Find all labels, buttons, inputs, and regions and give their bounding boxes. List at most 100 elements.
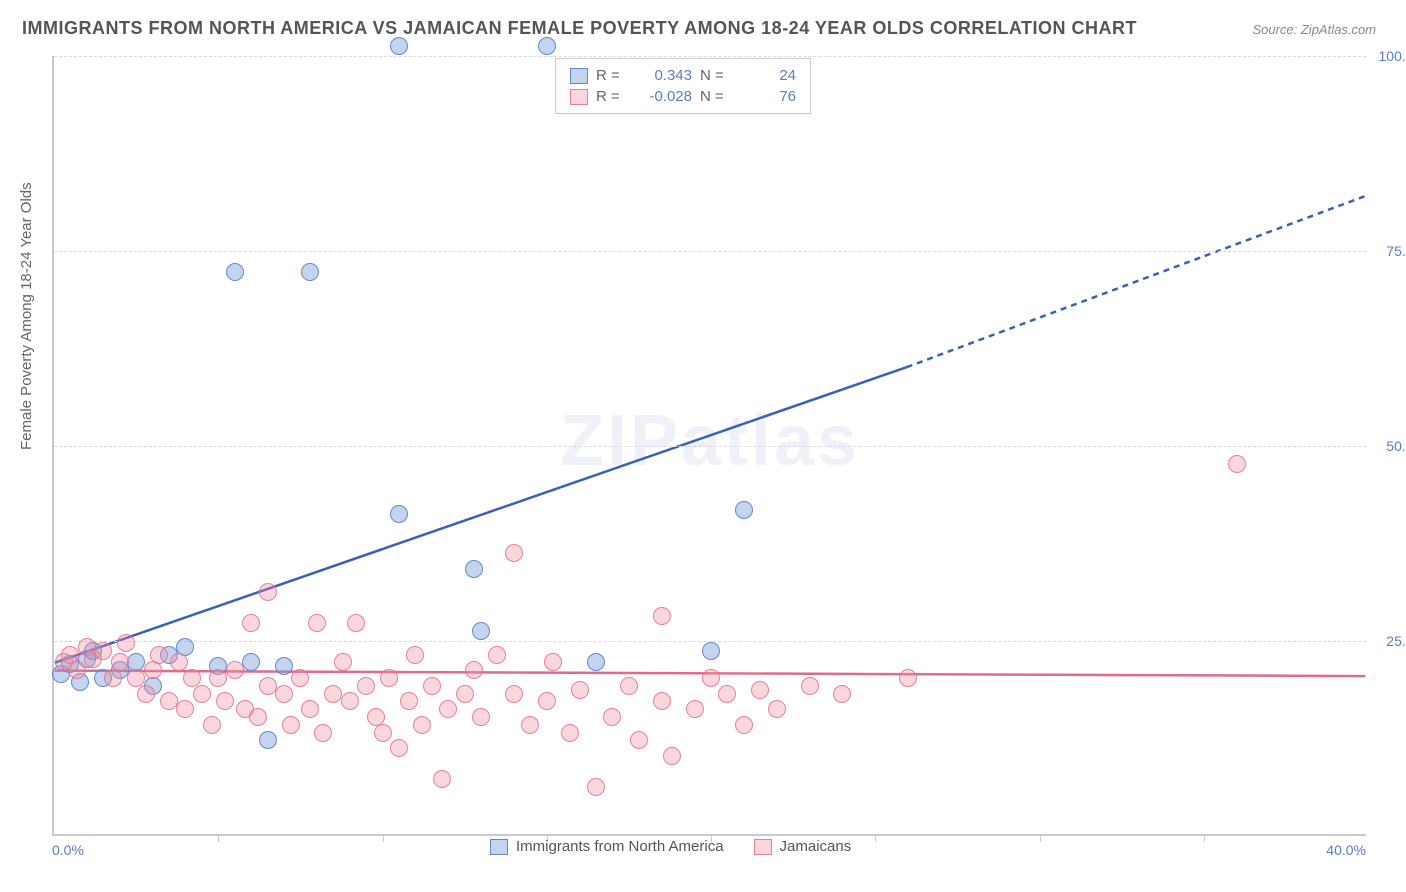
- data-point: [472, 708, 490, 726]
- y-axis-label: Female Poverty Among 18-24 Year Olds: [18, 182, 35, 450]
- y-tick-label: 100.0%: [1371, 48, 1406, 64]
- data-point: [630, 731, 648, 749]
- data-point: [203, 716, 221, 734]
- data-point: [544, 653, 562, 671]
- data-point: [144, 661, 162, 679]
- data-point: [275, 685, 293, 703]
- gridline: [54, 251, 1366, 252]
- y-tick-label: 25.0%: [1371, 633, 1406, 649]
- data-point: [521, 716, 539, 734]
- r-label: R =: [596, 67, 624, 84]
- data-point: [663, 747, 681, 765]
- data-point: [718, 685, 736, 703]
- gridline: [54, 56, 1366, 57]
- data-point: [406, 646, 424, 664]
- data-point: [735, 716, 753, 734]
- data-point: [768, 700, 786, 718]
- legend-row-1: R = 0.343 N = 24: [570, 65, 796, 86]
- x-tick-mark: [218, 834, 219, 842]
- legend-row-2: R = -0.028 N = 76: [570, 86, 796, 107]
- data-point: [505, 685, 523, 703]
- legend-item-1: Immigrants from North America: [490, 838, 724, 855]
- data-point: [324, 685, 342, 703]
- data-point: [357, 677, 375, 695]
- data-point: [686, 700, 704, 718]
- series-2-label: Jamaicans: [780, 838, 852, 855]
- data-point: [801, 677, 819, 695]
- data-point: [571, 681, 589, 699]
- data-point: [347, 614, 365, 632]
- data-point: [1228, 455, 1246, 473]
- data-point: [390, 37, 408, 55]
- data-point: [242, 614, 260, 632]
- data-point: [653, 692, 671, 710]
- data-point: [587, 778, 605, 796]
- data-point: [620, 677, 638, 695]
- data-point: [374, 724, 392, 742]
- n-label: N =: [700, 67, 728, 84]
- data-point: [465, 560, 483, 578]
- source-label: Source: ZipAtlas.com: [1252, 22, 1376, 37]
- data-point: [117, 634, 135, 652]
- data-point: [465, 661, 483, 679]
- data-point: [176, 700, 194, 718]
- series-legend: Immigrants from North America Jamaicans: [490, 838, 851, 855]
- data-point: [137, 685, 155, 703]
- data-point: [275, 657, 293, 675]
- data-point: [538, 37, 556, 55]
- x-tick-mark: [1204, 834, 1205, 842]
- chart-title: IMMIGRANTS FROM NORTH AMERICA VS JAMAICA…: [22, 18, 1137, 39]
- data-point: [226, 661, 244, 679]
- data-point: [751, 681, 769, 699]
- data-point: [400, 692, 418, 710]
- data-point: [249, 708, 267, 726]
- data-point: [472, 622, 490, 640]
- data-point: [390, 505, 408, 523]
- data-point: [380, 669, 398, 687]
- swatch-pink-icon: [570, 89, 588, 105]
- correlation-legend: R = 0.343 N = 24 R = -0.028 N = 76: [555, 58, 811, 114]
- data-point: [603, 708, 621, 726]
- data-point: [561, 724, 579, 742]
- data-point: [334, 653, 352, 671]
- data-point: [160, 692, 178, 710]
- data-point: [226, 263, 244, 281]
- data-point: [653, 607, 671, 625]
- data-point: [150, 646, 168, 664]
- x-tick-mark: [1040, 834, 1041, 842]
- data-point: [291, 669, 309, 687]
- x-tick-mark: [875, 834, 876, 842]
- gridline: [54, 446, 1366, 447]
- r-value-2: -0.028: [632, 88, 692, 105]
- watermark-text: ZIPatlas: [560, 400, 860, 482]
- legend-item-2: Jamaicans: [754, 838, 852, 855]
- y-tick-label: 50.0%: [1371, 438, 1406, 454]
- data-point: [308, 614, 326, 632]
- swatch-pink-icon: [754, 839, 772, 855]
- data-point: [94, 642, 112, 660]
- x-axis-max: 40.0%: [1326, 842, 1366, 858]
- data-point: [170, 653, 188, 671]
- data-point: [702, 669, 720, 687]
- data-point: [242, 653, 260, 671]
- data-point: [111, 653, 129, 671]
- data-point: [314, 724, 332, 742]
- data-point: [282, 716, 300, 734]
- data-point: [216, 692, 234, 710]
- data-point: [390, 739, 408, 757]
- data-point: [301, 263, 319, 281]
- r-label: R =: [596, 88, 624, 105]
- data-point: [68, 661, 86, 679]
- x-axis-min: 0.0%: [52, 842, 84, 858]
- data-point: [735, 501, 753, 519]
- data-point: [702, 642, 720, 660]
- plot-area: ZIPatlas 25.0%50.0%75.0%100.0%: [52, 56, 1366, 836]
- r-value-1: 0.343: [632, 67, 692, 84]
- data-point: [488, 646, 506, 664]
- data-point: [259, 677, 277, 695]
- y-tick-label: 75.0%: [1371, 243, 1406, 259]
- n-value-1: 24: [736, 67, 796, 84]
- data-point: [433, 770, 451, 788]
- data-point: [259, 583, 277, 601]
- series-1-label: Immigrants from North America: [516, 838, 724, 855]
